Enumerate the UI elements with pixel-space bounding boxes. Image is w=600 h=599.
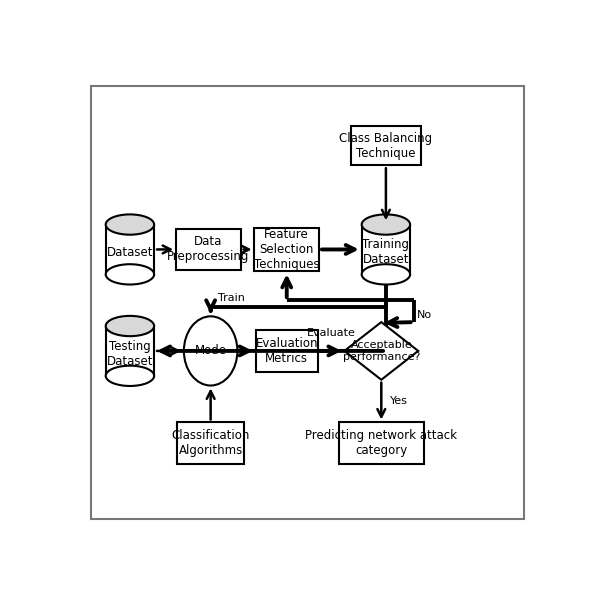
Text: Evaluate: Evaluate bbox=[307, 328, 356, 338]
Text: Training
Dataset: Training Dataset bbox=[362, 238, 409, 267]
Ellipse shape bbox=[106, 214, 154, 235]
Text: Yes: Yes bbox=[389, 396, 407, 406]
Text: Feature
Selection
Techniques: Feature Selection Techniques bbox=[254, 228, 320, 271]
Text: Data
Preprocessing: Data Preprocessing bbox=[167, 235, 250, 264]
Text: Acceptable
performance?: Acceptable performance? bbox=[343, 340, 420, 362]
Ellipse shape bbox=[184, 316, 238, 386]
Ellipse shape bbox=[106, 264, 154, 285]
Ellipse shape bbox=[362, 214, 410, 235]
Text: Predicting network attack
category: Predicting network attack category bbox=[305, 429, 457, 457]
Bar bbox=[177, 422, 244, 464]
Text: Train: Train bbox=[218, 294, 244, 304]
Text: No: No bbox=[417, 310, 433, 320]
Bar bbox=[362, 225, 410, 274]
Ellipse shape bbox=[106, 316, 154, 336]
Text: Class Balancing
Technique: Class Balancing Technique bbox=[340, 132, 433, 160]
Bar bbox=[106, 326, 154, 376]
Text: Mode: Mode bbox=[194, 344, 227, 358]
FancyBboxPatch shape bbox=[91, 86, 524, 519]
Text: Dataset: Dataset bbox=[107, 246, 153, 259]
Bar bbox=[254, 228, 319, 271]
Text: Evaluation
Metrics: Evaluation Metrics bbox=[256, 337, 318, 365]
Polygon shape bbox=[344, 322, 418, 380]
Text: Classification
Algorithms: Classification Algorithms bbox=[172, 429, 250, 457]
Bar bbox=[176, 229, 241, 270]
Bar bbox=[106, 225, 154, 274]
Text: Testing
Dataset: Testing Dataset bbox=[107, 340, 153, 368]
Bar bbox=[338, 422, 424, 464]
Ellipse shape bbox=[362, 264, 410, 285]
Bar bbox=[256, 330, 318, 371]
Bar bbox=[352, 126, 421, 165]
Ellipse shape bbox=[106, 365, 154, 386]
